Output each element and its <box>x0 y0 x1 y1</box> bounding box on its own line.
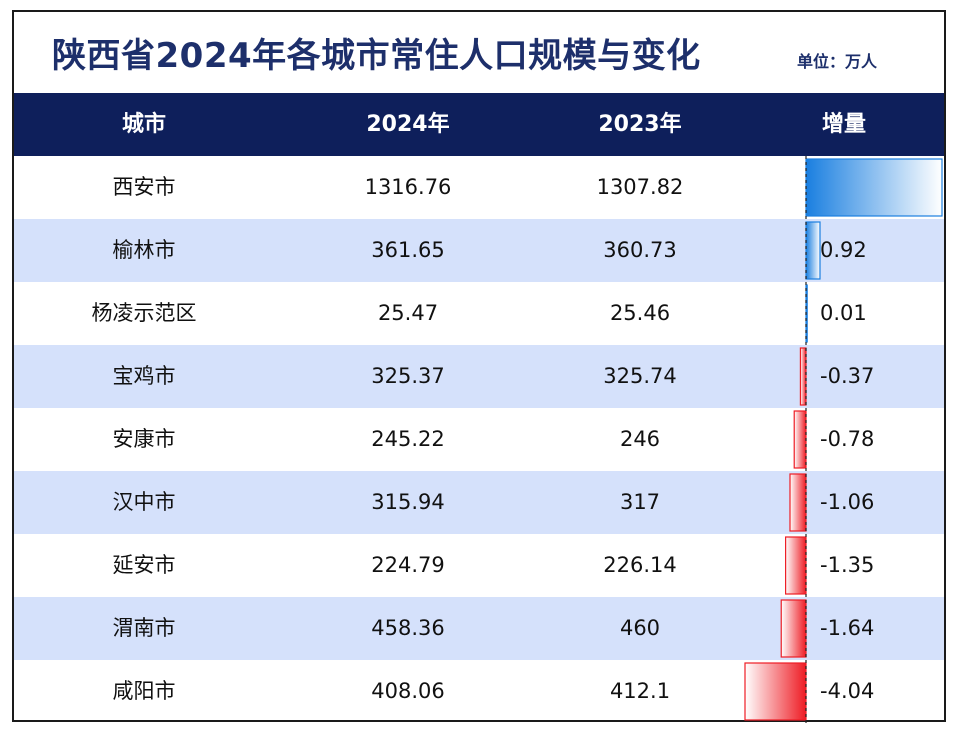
cell-2024: 325.37 <box>371 364 445 388</box>
cell-2023: 317 <box>619 490 661 514</box>
cell-2024: 458.36 <box>371 616 445 640</box>
table-row: 汉中市 315.94 317 -1.06 <box>14 471 944 534</box>
cell-city: 宝鸡市 <box>112 364 176 388</box>
table-row: 榆林市 361.65 360.73 0.92 <box>14 219 944 282</box>
unit-label: 单位：万人 <box>797 52 878 71</box>
cell-change: -1.06 <box>820 490 875 514</box>
table-row: 咸阳市 408.06 412.1 -4.04 <box>14 660 944 723</box>
cell-2023: 226.14 <box>603 553 677 577</box>
cell-city: 榆林市 <box>112 238 176 262</box>
change-bar <box>799 347 807 406</box>
table-header: 城市 2024年 2023年 增量 <box>14 93 944 156</box>
cell-city: 延安市 <box>112 553 176 577</box>
cell-2023: 25.46 <box>609 301 671 325</box>
change-bar <box>793 410 807 469</box>
cell-city: 西安市 <box>112 175 176 199</box>
change-bar <box>744 662 807 721</box>
change-bar <box>789 473 807 532</box>
cell-city: 汉中市 <box>112 490 176 514</box>
cell-change: -4.04 <box>820 679 875 703</box>
cell-2024: 245.22 <box>371 427 445 451</box>
cell-city: 杨凌示范区 <box>91 301 197 325</box>
cell-2024: 1316.76 <box>364 175 452 199</box>
cell-2023: 246 <box>619 427 661 451</box>
cell-2024: 224.79 <box>371 553 445 577</box>
cell-change: 0.01 <box>820 301 867 325</box>
table-row: 杨凌示范区 25.47 25.46 0.01 <box>14 282 944 345</box>
cell-change: -0.37 <box>820 364 875 388</box>
cell-city: 安康市 <box>112 427 176 451</box>
cell-2024: 361.65 <box>371 238 445 262</box>
page-title: 陕西省2024年各城市常住人口规模与变化 <box>52 36 701 76</box>
table-row: 宝鸡市 325.37 325.74 -0.37 <box>14 345 944 408</box>
cell-change: 0.92 <box>820 238 867 262</box>
table-row: 延安市 224.79 226.14 -1.35 <box>14 534 944 597</box>
cell-2023: 325.74 <box>603 364 677 388</box>
cell-city: 渭南市 <box>112 616 176 640</box>
column-header-city: 城市 <box>121 112 166 137</box>
cell-city: 咸阳市 <box>112 679 176 703</box>
change-bar <box>805 221 821 280</box>
cell-2023: 412.1 <box>609 679 671 703</box>
cell-2024: 25.47 <box>377 301 439 325</box>
cell-2023: 1307.82 <box>596 175 684 199</box>
cell-2024: 315.94 <box>371 490 445 514</box>
column-header-2023: 2023年 <box>598 112 682 137</box>
cell-change: -1.35 <box>820 553 875 577</box>
cell-2024: 408.06 <box>371 679 445 703</box>
column-header-2024: 2024年 <box>366 112 450 137</box>
cell-2023: 360.73 <box>603 238 677 262</box>
cell-change: -0.78 <box>820 427 875 451</box>
change-bar <box>785 536 807 595</box>
change-bar <box>780 599 807 658</box>
cell-change: -1.64 <box>820 616 875 640</box>
table-row: 安康市 245.22 246 -0.78 <box>14 408 944 471</box>
column-header-change: 增量 <box>821 112 866 137</box>
cell-2023: 460 <box>619 616 661 640</box>
change-bar <box>805 158 943 217</box>
